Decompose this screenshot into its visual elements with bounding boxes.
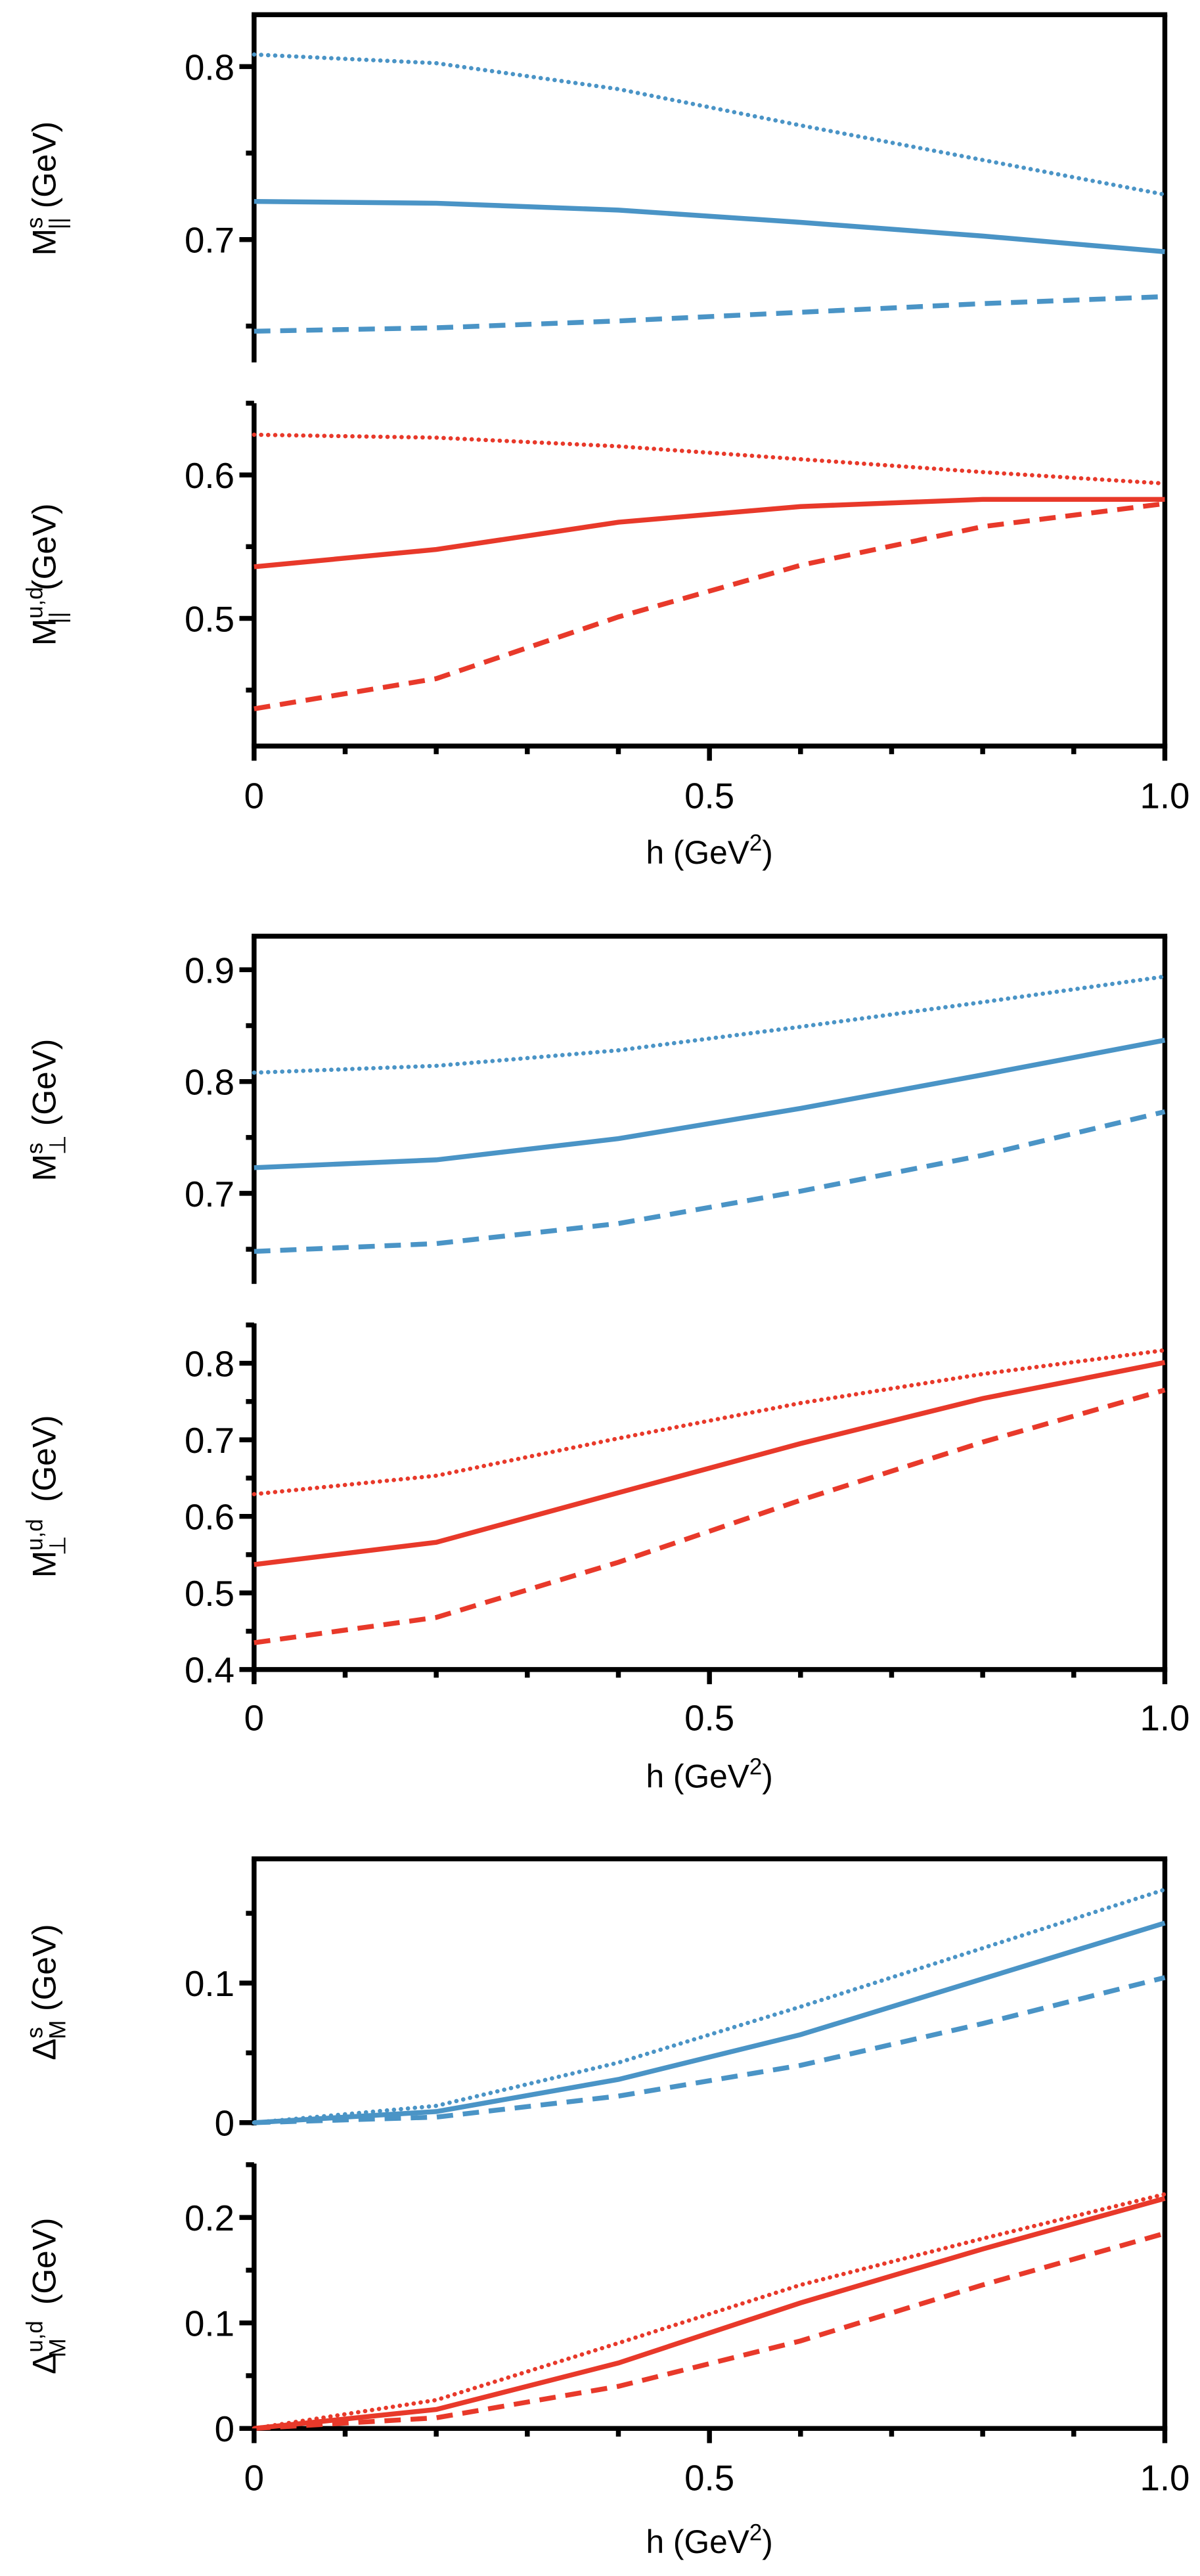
panel-2-1: 0.7 0.8 0.9 Ms⊥ (GeV) [23,936,1167,1284]
series-dotted-line [252,1348,1167,1497]
xlabel-end: ) [762,2523,773,2560]
y-tick-label: 0.6 [185,456,234,496]
x-tick-label: 1.0 [1140,776,1189,816]
y-axis-label: Mu,d|| (GeV) [23,503,71,646]
ylabel-unit: (GeV) [26,2218,63,2314]
ylabel-unit: (GeV) [26,1039,63,1135]
x-tick-label: 0.5 [684,776,734,816]
ylabel-unit: (GeV) [26,1415,63,1511]
series-dotted-line [252,2192,1167,2431]
ylabel-unit: (GeV) [26,503,63,599]
xlabel-text: h (GeV [646,834,749,871]
series-dotted-line [252,1887,1167,2125]
x-tick-label: 0.5 [684,1699,734,1739]
xlabel-text: h (GeV [646,2523,749,2560]
series-solid-line [254,1921,1166,2125]
ylabel-superscript: s [23,1143,48,1154]
panel-1-2: 0.5 0.6 Mu,d|| (GeV) [23,401,1167,746]
xlabel-end: ) [762,834,773,871]
x-axis-label: h (GeV2) [646,831,772,871]
y-tick-label: 0.5 [185,599,234,639]
ylabel-unit: (GeV) [26,122,63,217]
ylabel-subscript: ⊥ [46,1135,71,1155]
ylabel-symbol: M [26,1551,63,1578]
y-tick-label: 0.7 [185,221,234,261]
series-solid-line [254,1360,1166,1567]
series-solid-line [254,198,1165,254]
ylabel-subscript: M [46,2020,71,2039]
xlabel-end: ) [762,1758,773,1795]
series-solid-line [254,1038,1166,1170]
series-dashed-line [254,1387,1166,1645]
y-tick-label: 0.8 [185,1344,234,1384]
y-axis-label: Ms⊥ (GeV) [23,1039,71,1182]
x-tick-label: 0 [244,1699,264,1739]
ylabel-superscript: u,d [23,587,48,619]
y-tick-label: 0.7 [185,1174,234,1214]
y-tick-label: 0.5 [185,1574,234,1614]
ylabel-symbol: M [26,229,63,255]
series-dotted-line [252,974,1167,1075]
panel-3-2: 0 0.1 0.2 Δu,dM (GeV) [23,2162,1167,2449]
ylabel-subscript: || [46,611,71,623]
y-axis-label: Mu,d⊥ (GeV) [23,1415,71,1578]
series-solid-line [254,497,1165,569]
y-tick-label: 0.1 [185,2304,234,2344]
ylabel-symbol: M [26,619,63,646]
y-tick-label: 0.4 [185,1651,234,1691]
y-tick-label: 0.6 [185,1498,234,1538]
x-tick-label: 1.0 [1140,2458,1189,2498]
x-tick-label: 0 [244,776,264,816]
series-dotted-line [252,432,1167,486]
ylabel-symbol: Δ [26,2353,63,2374]
series-dashed-line [254,1109,1166,1255]
series-dashed-line [254,294,1165,334]
ylabel-subscript: || [46,217,71,229]
y-tick-label: 0.8 [185,1063,234,1103]
ylabel-superscript: s [23,217,48,229]
ylabel-unit: (GeV) [26,1924,63,2020]
x-tick-label: 0.5 [684,2458,734,2498]
y-tick-label: 0.9 [185,950,234,990]
ylabel-superscript: u,d [23,1519,48,1551]
ylabel-subscript: M [46,2338,71,2357]
y-axis-label: Ms|| (GeV) [23,122,71,256]
ylabel-symbol: M [26,1154,63,1181]
series-dashed-line [254,501,1165,711]
y-tick-label: 0.2 [185,2198,234,2238]
y-tick-label: 0.7 [185,1421,234,1461]
y-tick-label: 0 [215,2104,234,2144]
ylabel-superscript: s [23,2027,48,2038]
y-axis-label: ΔsM (GeV) [23,1924,71,2060]
ylabel-subscript: ⊥ [46,1536,71,1555]
chart-group-1: 0.70.8Ms|| (GeV)0.50.6Mu,d|| (GeV)0 0.5 1.… [23,12,1189,871]
ylabel-symbol: Δ [26,2039,63,2060]
series-solid-line [254,2196,1166,2432]
x-axis-label: h (GeV2) [646,1755,772,1795]
panel-3-1: 0 0.1 ΔsM (GeV) [23,1859,1167,2144]
xlabel-superscript: 2 [749,2520,762,2545]
chart-group-2: 0.70.80.9Ms⊥ (GeV)0.40.50.60.70.8Mu,d⊥ (… [23,933,1189,1795]
xlabel-superscript: 2 [749,831,762,856]
x-tick-label: 0 [244,2458,264,2498]
x-axis-label: h (GeV2) [646,2520,772,2560]
ylabel-superscript: u,d [23,2321,48,2352]
y-axis-label: Δu,dM (GeV) [23,2218,71,2374]
y-tick-label: 0.8 [185,47,234,87]
xlabel-text: h (GeV [646,1758,749,1795]
panel-2-2: 0.4 0.5 0.6 0.7 0.8 Mu,d⊥ (GeV) [23,1322,1167,1691]
series-dashed-line [254,1975,1166,2125]
y-tick-label: 0 [215,2409,234,2449]
panel-1-1: 0.7 0.8 Ms|| (GeV) [23,14,1167,363]
xlabel-superscript: 2 [749,1755,762,1780]
x-tick-label: 1.0 [1140,1699,1189,1739]
y-tick-label: 0.1 [185,1964,234,2004]
series-dotted-line [252,52,1167,197]
